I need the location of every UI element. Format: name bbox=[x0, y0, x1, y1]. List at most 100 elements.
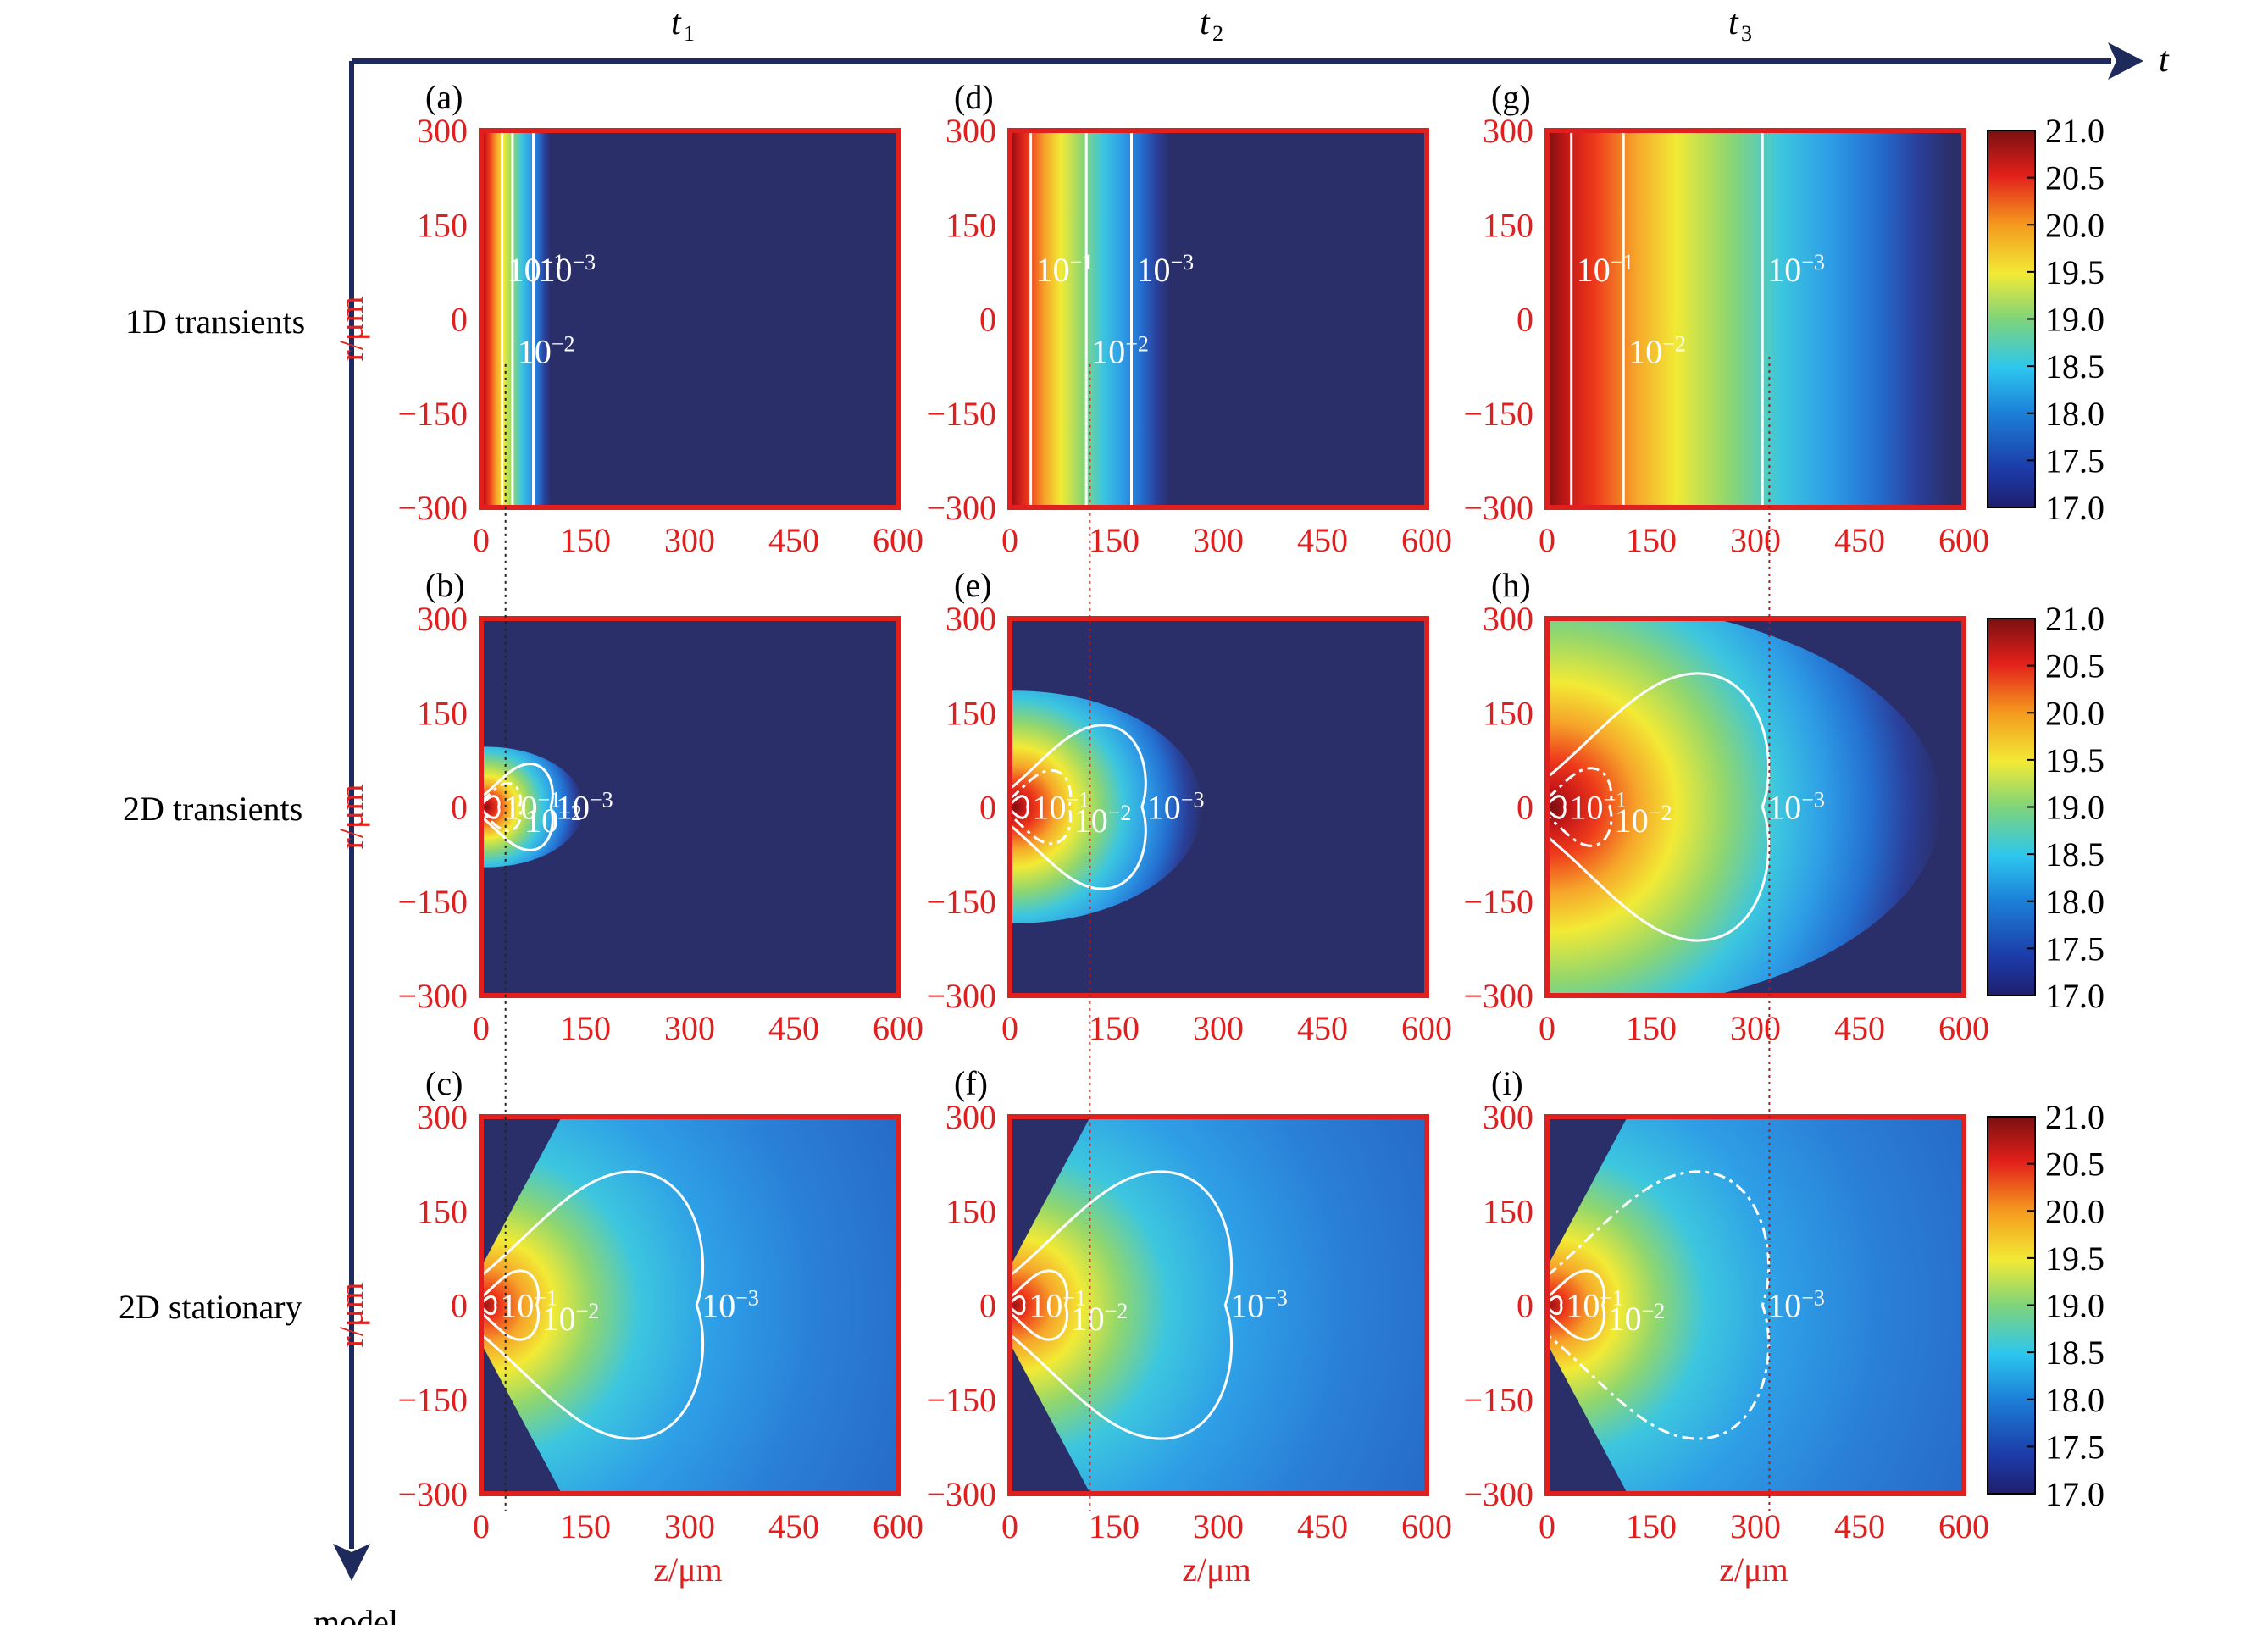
svg-text:t: t bbox=[1200, 3, 1211, 42]
panel-letter: (h) bbox=[1491, 566, 1531, 604]
contour-line bbox=[1010, 724, 1147, 890]
contour-label: 10−2 bbox=[542, 1299, 600, 1338]
y-tick-label: 0 bbox=[451, 301, 468, 339]
x-tick-label: 0 bbox=[473, 521, 490, 559]
reference-lines bbox=[504, 357, 1771, 1511]
density-field bbox=[1010, 130, 1170, 507]
x-tick-label: 450 bbox=[768, 1009, 819, 1047]
density-field bbox=[481, 1117, 898, 1494]
row-label-2d-stationary: 2D stationary bbox=[119, 1288, 302, 1326]
contour-line bbox=[481, 763, 554, 851]
colorbar-tick-label: 19.5 bbox=[2045, 253, 2104, 291]
x-tick-label: 150 bbox=[1626, 521, 1677, 559]
colorbar-tick-label: 17.0 bbox=[2045, 977, 2104, 1015]
y-tick-label: 0 bbox=[1517, 1287, 1533, 1325]
panel-letter: (b) bbox=[425, 566, 465, 604]
y-tick-label: −150 bbox=[397, 395, 468, 433]
density-field bbox=[1547, 1117, 1964, 1494]
panel-frame bbox=[479, 128, 901, 510]
contour-line bbox=[1010, 1269, 1069, 1341]
panel-frame bbox=[1544, 128, 1966, 510]
y-tick-label: 300 bbox=[945, 600, 996, 638]
x-tick-label: 150 bbox=[560, 1507, 611, 1545]
y-tick-label: −300 bbox=[926, 489, 996, 527]
x-axis-title: z/μm bbox=[653, 1550, 722, 1589]
colorbar-tick-label: 18.5 bbox=[2045, 1334, 2104, 1372]
y-tick-label: 300 bbox=[1483, 1098, 1533, 1136]
svg-text:3: 3 bbox=[1741, 21, 1752, 46]
x-tick-label: 150 bbox=[1626, 1009, 1677, 1047]
x-tick-label: 450 bbox=[1297, 1507, 1348, 1545]
x-tick-label: 150 bbox=[1626, 1507, 1677, 1545]
panel-frame bbox=[1007, 1114, 1429, 1496]
x-tick-label: 450 bbox=[1297, 1009, 1348, 1047]
y-tick-label: −150 bbox=[926, 883, 996, 921]
y-tick-label: −300 bbox=[397, 1475, 468, 1513]
y-tick-label: 150 bbox=[945, 694, 996, 732]
y-tick-label: 150 bbox=[1483, 694, 1533, 732]
y-tick-label: 150 bbox=[945, 206, 996, 244]
y-tick-label: 0 bbox=[979, 1287, 996, 1325]
x-tick-label: 300 bbox=[1193, 1009, 1244, 1047]
density-field bbox=[481, 746, 584, 868]
x-tick-label: 600 bbox=[873, 521, 923, 559]
colorbar-tick-label: 18.5 bbox=[2045, 347, 2104, 385]
panel-frame bbox=[1544, 616, 1966, 998]
x-tick-label: 150 bbox=[1089, 521, 1140, 559]
x-tick-label: 300 bbox=[1730, 521, 1781, 559]
x-tick-label: 600 bbox=[873, 1009, 923, 1047]
y-tick-label: −150 bbox=[1463, 395, 1533, 433]
x-tick-label: 300 bbox=[1730, 1507, 1781, 1545]
y-tick-label: −300 bbox=[397, 489, 468, 527]
x-tick-label: 450 bbox=[1297, 521, 1348, 559]
y-tick-label: −300 bbox=[1463, 1475, 1533, 1513]
upstream-wedge-top bbox=[1010, 1117, 1090, 1267]
y-tick-label: −300 bbox=[926, 1475, 996, 1513]
y-tick-label: 300 bbox=[1483, 600, 1533, 638]
y-tick-label: 300 bbox=[945, 1098, 996, 1136]
y-axis-title: r/μm bbox=[332, 297, 370, 362]
x-axis-title: z/μm bbox=[1182, 1550, 1250, 1589]
colorbar-1: 21.0 20.5 20.0 19.5 19.0 18.5 18.0 17.5 17.0 bbox=[1987, 112, 2104, 527]
contour-line bbox=[1010, 1295, 1026, 1316]
contour-line bbox=[481, 1295, 497, 1316]
y-tick-label: 0 bbox=[979, 301, 996, 339]
y-axis-title: r/μm bbox=[332, 1283, 370, 1348]
row-label-2d-transients: 2D transients bbox=[123, 790, 302, 828]
colorbar-2: 21.0 20.5 20.0 19.5 19.0 18.5 18.0 17.5 17.0 bbox=[1987, 600, 2104, 1015]
colorbar-tick-label: 18.0 bbox=[2045, 395, 2104, 433]
upstream-wedge-top bbox=[1547, 1117, 1628, 1267]
density-field bbox=[1010, 1117, 1427, 1494]
time-axis-arrowhead bbox=[2108, 42, 2143, 80]
colorbar-tick-label: 20.0 bbox=[2045, 694, 2104, 732]
upstream-wedge-bottom bbox=[1547, 1343, 1628, 1494]
colorbar-tick-label: 18.5 bbox=[2045, 835, 2104, 874]
panel-letter: (g) bbox=[1491, 78, 1531, 116]
upstream-wedge-top bbox=[481, 1117, 562, 1267]
colorbar-tick-label: 19.5 bbox=[2045, 1240, 2104, 1278]
y-tick-label: 0 bbox=[979, 789, 996, 827]
colorbar-tick-label: 17.0 bbox=[2045, 1475, 2104, 1513]
x-tick-label: 300 bbox=[664, 1009, 715, 1047]
y-tick-label: 150 bbox=[1483, 206, 1533, 244]
x-tick-label: 150 bbox=[1089, 1009, 1140, 1047]
model-axis-label: model bbox=[313, 1603, 398, 1625]
colorbar-tick-label: 20.5 bbox=[2045, 159, 2104, 197]
panel-frame bbox=[479, 1114, 901, 1496]
contour-line bbox=[1547, 672, 1771, 942]
y-tick-label: 0 bbox=[1517, 301, 1533, 339]
panel-letter: (e) bbox=[954, 566, 991, 604]
y-tick-label: 0 bbox=[1517, 789, 1533, 827]
model-axis-arrowhead bbox=[333, 1544, 370, 1581]
panel-frame bbox=[1007, 128, 1429, 510]
svg-text:t: t bbox=[1728, 3, 1739, 42]
panel-letter: (a) bbox=[425, 78, 463, 116]
y-tick-label: 300 bbox=[417, 1098, 468, 1136]
x-tick-label: 300 bbox=[1193, 1507, 1244, 1545]
